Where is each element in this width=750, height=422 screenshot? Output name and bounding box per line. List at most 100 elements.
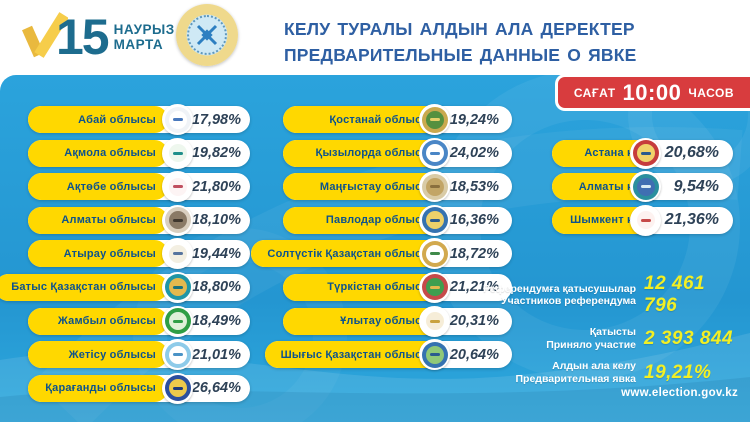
- region-emblem-icon: [162, 305, 193, 337]
- region-name: Қостанай облысы: [329, 113, 431, 126]
- region-emblem-icon: [162, 137, 193, 169]
- logo-number: 15: [56, 9, 110, 65]
- region-name: Астана қ.: [584, 147, 636, 160]
- region-turnout-value: 26,64%: [191, 380, 241, 397]
- region-turnout-value: 24,02%: [449, 145, 499, 162]
- region-row: Павлодар облысы 16,36%: [283, 204, 512, 236]
- region-emblem-icon: [162, 372, 193, 404]
- region-row: Алматы облысы 18,10%: [28, 204, 250, 236]
- region-row: Маңғыстау облысы 18,53%: [283, 171, 512, 203]
- region-label-pill: Ұлытау облысы: [283, 307, 443, 335]
- region-row: Ақмола облысы 19,82%: [28, 137, 250, 169]
- region-name: Алматы қ.: [578, 180, 636, 193]
- region-label-pill: Маңғыстау облысы: [283, 173, 443, 201]
- region-row: Қызылорда облысы 24,02%: [283, 137, 512, 169]
- region-row: Ұлытау облысы 20,31%: [283, 305, 512, 337]
- region-name: Атырау облысы: [63, 247, 156, 260]
- region-emblem-icon: [419, 305, 450, 337]
- summary-stat-label: Қатысты Приняло участие: [546, 326, 636, 351]
- region-row: Жамбыл облысы 18,49%: [28, 305, 250, 337]
- region-row: Ақтөбе облысы 21,80%: [28, 171, 250, 203]
- region-row: Алматы қ. 9,54%: [552, 171, 733, 203]
- region-emblem-icon: [419, 339, 450, 371]
- title-line-ru: ПРЕДВАРИТЕЛЬНЫЕ ДАННЫЕ О ЯВКЕ: [284, 45, 637, 65]
- region-turnout-value: 21,21%: [449, 279, 499, 296]
- title-line-kk: КЕЛУ ТУРАЛЫ АЛДЫН АЛА ДЕРЕКТЕР: [284, 19, 635, 39]
- region-name: Абай облысы: [78, 113, 156, 126]
- region-row: Жетісу облысы 21,01%: [28, 339, 250, 371]
- website-link[interactable]: www.election.gov.kz: [621, 387, 738, 399]
- region-name: Ақтөбе облысы: [66, 180, 156, 193]
- region-turnout-value: 9,54%: [673, 177, 719, 195]
- region-name: Павлодар облысы: [325, 214, 431, 227]
- region-emblem-icon: [419, 271, 450, 303]
- summary-stat-label: Алдын ала келу Предварительная явка: [515, 360, 637, 385]
- region-turnout-value: 20,68%: [664, 144, 719, 162]
- region-emblem-icon: [162, 171, 193, 203]
- region-name: Ұлытау облысы: [340, 315, 431, 328]
- region-name: Жетісу облысы: [68, 348, 156, 361]
- region-emblem-icon: [162, 204, 193, 236]
- region-turnout-value: 19,24%: [449, 111, 499, 128]
- city-column: Астана қ. 20,68% Алматы қ. 9,54% Шымкент…: [552, 137, 733, 236]
- region-label-pill: Түркістан облысы: [283, 273, 443, 301]
- region-turnout-value: 21,80%: [191, 178, 241, 195]
- region-emblem-icon: [630, 171, 661, 203]
- region-turnout-value: 18,80%: [191, 279, 241, 296]
- region-name: Қызылорда облысы: [315, 147, 431, 160]
- seal-ornament: [187, 15, 227, 55]
- region-column-1: Абай облысы 17,98% Ақмола облысы 19,82% …: [0, 104, 250, 404]
- march-15-logo: 15 НАУРЫЗ МАРТА: [22, 8, 175, 66]
- election-commission-seal-icon: [176, 4, 238, 66]
- region-emblem-icon: [162, 271, 193, 303]
- region-row: Батыс Қазақстан облысы 18,80%: [0, 271, 250, 303]
- region-row: Астана қ. 20,68%: [552, 137, 733, 169]
- region-emblem-icon: [419, 204, 450, 236]
- summary-stat-value: 19,21%: [644, 361, 712, 383]
- region-emblem-icon: [630, 137, 661, 169]
- time-value: 10:00: [622, 79, 682, 105]
- region-label-pill: Қостанай облысы: [283, 106, 443, 133]
- data-panel: Абай облысы 17,98% Ақмола облысы 19,82% …: [0, 75, 750, 422]
- region-turnout-value: 17,98%: [191, 111, 241, 128]
- summary-stat-label: Референдумға қатысушылар Участников рефе…: [483, 282, 636, 308]
- region-turnout-value: 18,53%: [449, 178, 499, 195]
- region-label-pill: Ақтөбе облысы: [28, 173, 168, 201]
- time-suffix: ЧАСОВ: [688, 85, 734, 100]
- region-emblem-icon: [630, 204, 661, 236]
- summary-stat-row: Референдумға қатысушылар Участников рефе…: [483, 273, 740, 317]
- summary-stats: Референдумға қатысушылар Участников рефе…: [483, 273, 740, 385]
- region-row: Шығыс Қазақстан облысы 20,64%: [264, 339, 512, 371]
- time-badge: САҒАТ 10:00 ЧАСОВ: [554, 74, 750, 111]
- region-row: Қарағанды облысы 26,64%: [28, 372, 250, 404]
- region-name: Солтүстік Қазақстан облысы: [267, 247, 431, 260]
- region-label-pill: Ақмола облысы: [28, 139, 168, 167]
- region-turnout-value: 19,44%: [191, 245, 241, 262]
- region-turnout-value: 18,10%: [191, 212, 241, 229]
- region-label-pill: Солтүстік Қазақстан облысы: [251, 240, 443, 268]
- region-name: Ақмола облысы: [64, 147, 156, 160]
- page-title: КЕЛУ ТУРАЛЫ АЛДЫН АЛА ДЕРЕКТЕР ПРЕДВАРИТ…: [284, 16, 636, 68]
- region-emblem-icon: [162, 104, 193, 135]
- region-emblem-icon: [419, 238, 450, 270]
- region-label-pill: Павлодар облысы: [283, 206, 443, 234]
- region-label-pill: Атырау облысы: [28, 240, 168, 268]
- region-emblem-icon: [419, 104, 450, 135]
- time-prefix: САҒАТ: [573, 85, 616, 100]
- region-label-pill: Жетісу облысы: [28, 341, 168, 369]
- region-label-pill: Абай облысы: [28, 106, 168, 133]
- region-label-pill: Қызылорда облысы: [283, 139, 443, 167]
- region-emblem-icon: [419, 171, 450, 203]
- region-name: Алматы облысы: [61, 214, 156, 227]
- region-turnout-value: 19,82%: [191, 145, 241, 162]
- region-name: Қарағанды облысы: [45, 382, 156, 395]
- region-emblem-icon: [419, 137, 450, 169]
- region-column-2: Қостанай облысы 19,24% Қызылорда облысы …: [251, 104, 512, 371]
- region-name: Шымкент қ.: [570, 214, 636, 227]
- logo-date-text: НАУРЫЗ МАРТА: [114, 22, 175, 52]
- region-name: Маңғыстау облысы: [319, 180, 431, 193]
- region-row: Солтүстік Қазақстан облысы 18,72%: [251, 238, 512, 270]
- region-emblem-icon: [162, 339, 193, 371]
- region-name: Түркістан облысы: [327, 281, 431, 294]
- region-turnout-value: 21,36%: [664, 211, 719, 229]
